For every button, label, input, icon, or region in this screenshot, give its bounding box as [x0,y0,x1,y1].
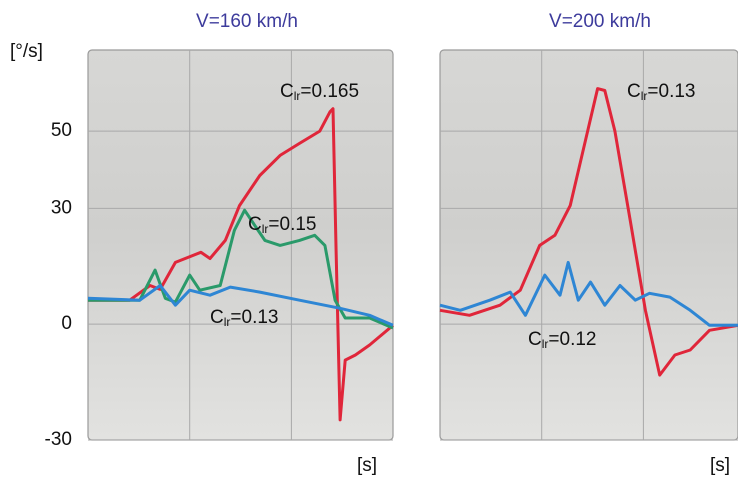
y-axis-label: [°/s] [10,41,43,62]
label-value: =0.13 [647,81,695,102]
y-tick-label: 50 [51,120,72,141]
label-subscript: lr [294,89,301,103]
label-main: C [248,214,262,235]
label-subscript: lr [542,337,549,351]
plot-background [440,50,738,440]
series-label: Clr=0.165 [280,81,359,103]
label-subscript: lr [224,315,231,329]
y-tick-label: 0 [61,313,72,334]
chart-title: V=160 km/h [196,11,298,32]
series-label: Clr=0.12 [528,329,596,351]
chart-title: V=200 km/h [549,11,651,32]
label-value: =0.15 [268,214,316,235]
chart: V=160 km/h[s][°/s]-3003050Clr=0.165Clr=0… [0,0,738,480]
x-axis-label: [s] [710,455,730,476]
series-label: Clr=0.13 [210,307,278,329]
series-label: Clr=0.15 [248,214,316,236]
label-subscript: lr [262,222,269,236]
y-tick-label: 30 [51,197,72,218]
label-value: =0.13 [230,307,278,328]
label-subscript: lr [641,89,648,103]
label-main: C [280,81,294,102]
label-value: =0.165 [300,81,359,102]
label-main: C [528,329,542,350]
x-axis-label: [s] [357,455,377,476]
plot-background [88,50,393,440]
y-tick-label: -30 [45,429,72,450]
label-main: C [210,307,224,328]
series-label: Clr=0.13 [627,81,695,103]
label-main: C [627,81,641,102]
label-value: =0.12 [548,329,596,350]
